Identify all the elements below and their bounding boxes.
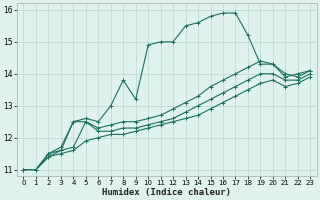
- X-axis label: Humidex (Indice chaleur): Humidex (Indice chaleur): [102, 188, 231, 197]
